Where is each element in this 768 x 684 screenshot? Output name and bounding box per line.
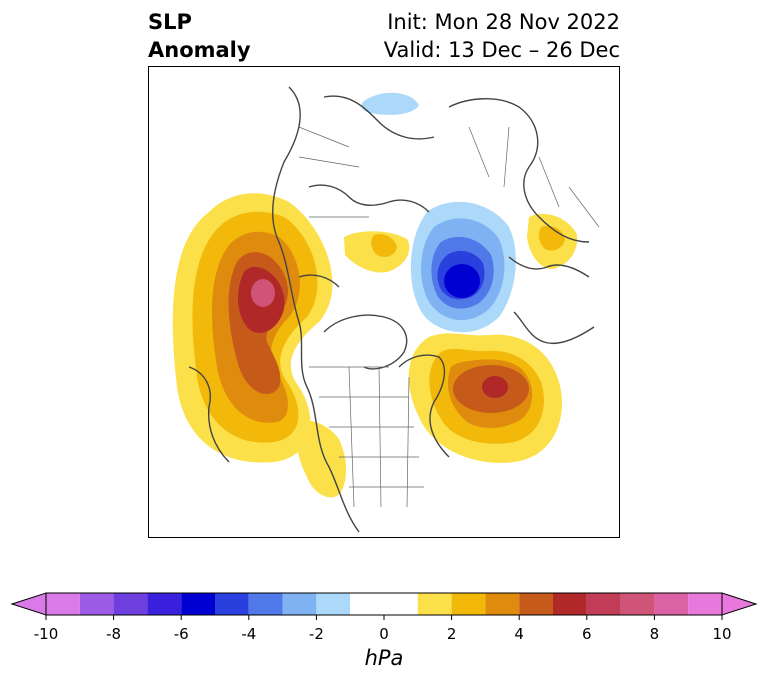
colorbar-bin-17	[654, 593, 689, 615]
colorbar-tick-label-7: 4	[514, 625, 524, 643]
colorbar-bin-0	[46, 593, 80, 615]
anomaly-map	[172, 86, 600, 533]
colorbar-bin-15	[586, 593, 621, 615]
colorbar-bin-10	[417, 593, 452, 615]
colorbar-bin-1	[79, 593, 114, 615]
colorbar-tick-label-4: -2	[308, 625, 324, 643]
colorbar-bin-11	[451, 593, 486, 615]
colorbar-tick-label-5: 0	[379, 625, 389, 643]
colorbar-bin-16	[620, 593, 655, 615]
anomaly-nw-russia	[410, 201, 516, 333]
colorbar-bin-8	[316, 593, 351, 615]
colorbar-tick-label-8: 6	[582, 625, 592, 643]
colorbar-tick-label-2: -6	[173, 625, 189, 643]
colorbar-bin-4	[181, 593, 215, 615]
colorbar-bin-3	[147, 593, 182, 615]
coastlines	[188, 86, 595, 533]
anomaly-ne-pacific	[172, 193, 333, 463]
colorbar-bin-14	[553, 593, 587, 615]
init-date: Init: Mon 28 Nov 2022	[387, 10, 620, 34]
title-field: Anomaly	[148, 38, 251, 62]
colorbar-tick-label-10: 10	[712, 625, 732, 643]
colorbar-bin-13	[519, 593, 553, 615]
colorbar-unit: hPa	[364, 646, 404, 670]
political-borders	[298, 126, 600, 508]
colorbar-tick-label-1: -8	[106, 625, 122, 643]
colorbar-bin-2	[113, 593, 148, 615]
colorbar-tick-label-6: 2	[446, 625, 457, 643]
colorbar-extend-min	[10, 592, 47, 616]
colorbar-tick-label-9: 8	[649, 625, 660, 643]
colorbar-tick-label-0: -10	[33, 625, 59, 643]
anomaly-central-asia	[361, 92, 419, 115]
colorbar-tick-label-3: -4	[241, 625, 257, 643]
colorbar	[10, 592, 758, 620]
colorbar-bin-12	[485, 593, 520, 615]
colorbar-bin-7	[282, 593, 317, 615]
colorbar-extend-max	[721, 592, 758, 616]
title-left: SLP Anomaly	[148, 8, 251, 64]
colorbar-bin-5	[215, 593, 249, 615]
colorbar-bin-9	[350, 593, 418, 615]
title-right: Init: Mon 28 Nov 2022 Valid: 13 Dec – 26…	[384, 8, 620, 64]
colorbar-bin-18	[688, 593, 722, 615]
valid-range: Valid: 13 Dec – 26 Dec	[383, 38, 620, 62]
title-variable: SLP	[148, 10, 192, 34]
anomaly-western-us	[297, 420, 347, 498]
anomaly-north-atlantic	[408, 333, 562, 463]
colorbar-bin-6	[248, 593, 283, 615]
map-panel	[148, 66, 620, 538]
